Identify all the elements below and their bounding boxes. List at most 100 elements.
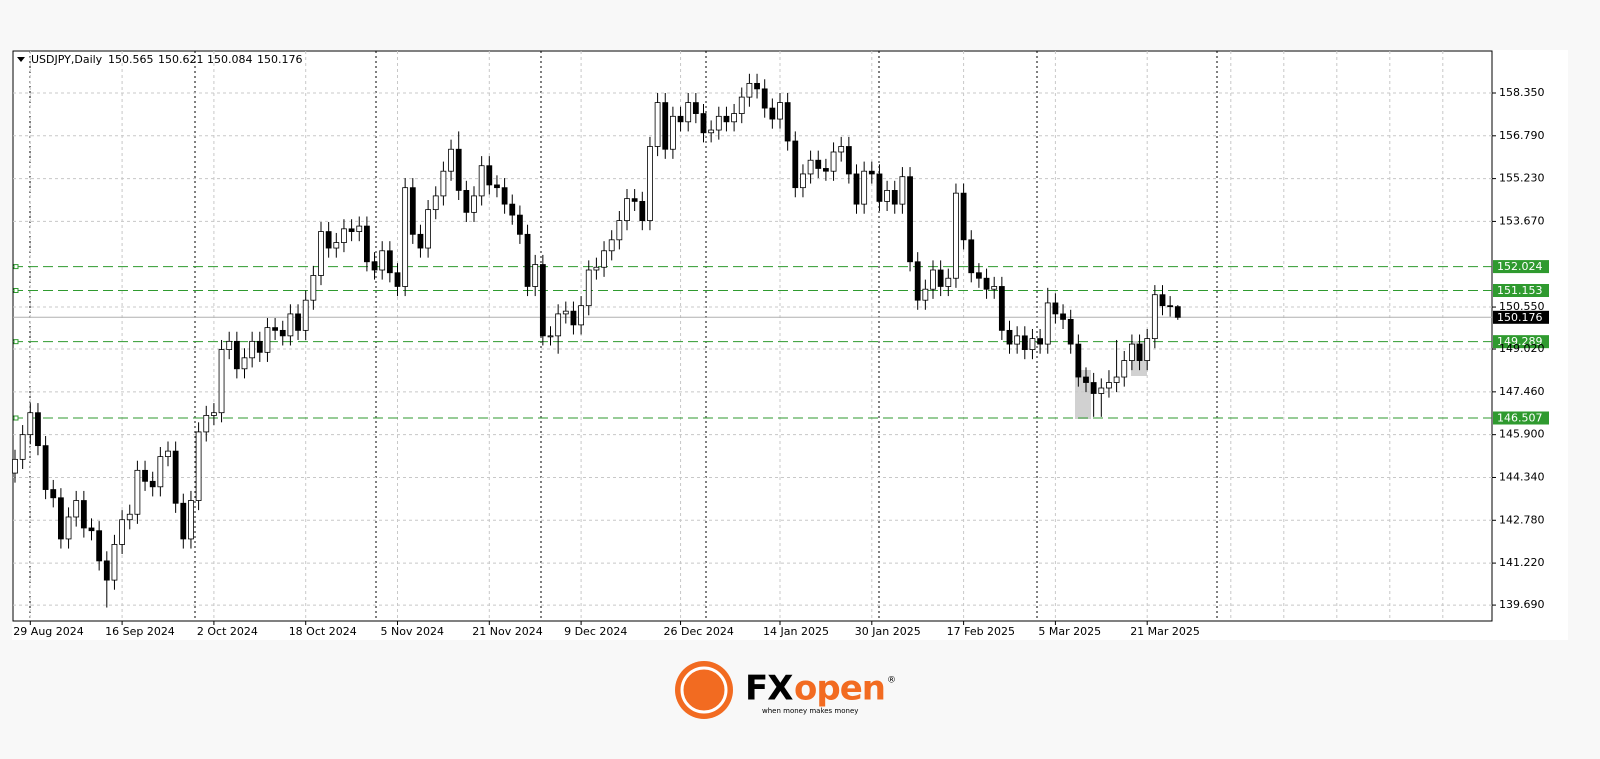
candle-body xyxy=(539,264,546,337)
candle-body xyxy=(1174,306,1181,318)
candle-body xyxy=(608,239,615,252)
level-label-box xyxy=(1493,411,1549,425)
candle-body xyxy=(891,190,898,205)
candle-body xyxy=(991,286,998,290)
x-tick-label: 21 Mar 2025 xyxy=(1130,625,1200,638)
candle-body xyxy=(907,176,913,263)
levels: 152.024 151.153 149.289 146.507 150.176 xyxy=(13,260,1549,425)
candle-body xyxy=(142,469,148,482)
candle-body xyxy=(440,170,447,197)
candle-body xyxy=(593,266,600,271)
level-anchor xyxy=(13,415,19,421)
candle-body xyxy=(585,269,592,307)
level-label: 146.507 xyxy=(1497,412,1543,425)
candle-body xyxy=(1098,387,1105,394)
candle-body xyxy=(922,288,929,301)
level-label: 152.024 xyxy=(1497,260,1543,273)
candle-body xyxy=(853,173,860,205)
candle-body xyxy=(226,340,233,350)
candle-body xyxy=(830,151,837,172)
candle-body xyxy=(1006,329,1013,345)
x-tick-label: 2 Oct 2024 xyxy=(197,625,258,638)
candle-body xyxy=(1121,360,1128,378)
y-tick-label: 156.790 xyxy=(1499,129,1545,142)
y-tick-label: 153.670 xyxy=(1499,214,1545,227)
candle-body xyxy=(692,102,699,114)
candle-body xyxy=(823,168,829,172)
header-open: 150.565 xyxy=(108,53,154,66)
candle-body xyxy=(1129,343,1135,361)
candle-body xyxy=(241,357,248,370)
candle-body xyxy=(50,489,57,499)
candle-body xyxy=(562,310,569,315)
x-tick-label: 16 Sep 2024 xyxy=(105,625,175,638)
candle-body xyxy=(624,198,630,222)
candle-body xyxy=(1106,382,1112,389)
y-tick-label: 145.900 xyxy=(1499,428,1545,441)
candle-body xyxy=(494,184,500,189)
candle-body xyxy=(134,469,141,515)
x-tick-label: 21 Nov 2024 xyxy=(472,625,542,638)
header-close: 150.176 xyxy=(257,53,303,66)
y-tick-label: 155.230 xyxy=(1499,172,1545,185)
candle-body xyxy=(1067,318,1074,345)
candle-body xyxy=(547,335,554,338)
candle-body xyxy=(792,140,799,189)
candle-body xyxy=(157,456,164,488)
candle-body xyxy=(279,329,286,337)
candle-body xyxy=(310,275,317,301)
candle-body xyxy=(1083,376,1089,383)
candle-body xyxy=(777,102,783,120)
logo-tagline: when money makes money xyxy=(762,707,858,715)
candle-body xyxy=(524,233,531,287)
y-tick-label: 149.020 xyxy=(1499,342,1545,355)
y-tick-label: 141.220 xyxy=(1499,556,1545,569)
candle-body xyxy=(295,313,301,331)
candle-body xyxy=(731,113,737,123)
candle-body xyxy=(685,102,692,123)
candle-body xyxy=(654,102,661,147)
candle-body xyxy=(432,195,439,211)
logo: FX open ® when money makes money xyxy=(675,661,896,719)
candle-body xyxy=(111,544,118,581)
candle-body xyxy=(1159,294,1166,307)
candle-body xyxy=(149,480,156,488)
price-label: 150.176 xyxy=(1497,311,1543,324)
candle-body xyxy=(348,228,355,232)
candle-body xyxy=(341,228,347,243)
candle-body xyxy=(256,340,263,353)
candle-body xyxy=(517,214,523,235)
candle-body xyxy=(570,310,577,326)
candle-body xyxy=(738,96,745,114)
chart-panel xyxy=(12,50,1568,640)
candle-body xyxy=(35,412,41,447)
menu-arrow[interactable] xyxy=(17,57,25,62)
candle-body xyxy=(601,250,607,268)
candle-body xyxy=(218,349,225,414)
candle-body xyxy=(708,129,715,134)
candle-body xyxy=(845,146,852,175)
candle-body xyxy=(448,148,454,172)
y-tick-label: 142.780 xyxy=(1499,513,1545,526)
y-tick-label: 147.460 xyxy=(1499,385,1545,398)
candle-body xyxy=(631,198,638,202)
candle-body xyxy=(233,340,240,370)
candle-body xyxy=(65,516,72,540)
candle-body xyxy=(953,192,959,279)
candle-body xyxy=(172,450,179,504)
candle-body xyxy=(478,165,485,197)
candle-body xyxy=(838,146,845,153)
plot-frame xyxy=(12,50,1493,622)
candle-body xyxy=(455,148,462,191)
header-high: 150.621 xyxy=(158,53,204,66)
candle-body xyxy=(723,115,730,123)
candle-body xyxy=(409,187,416,235)
candle-body xyxy=(884,190,890,202)
level-label: 149.289 xyxy=(1497,335,1543,348)
candle-body xyxy=(471,195,477,213)
level-anchor xyxy=(13,287,19,293)
candle-body xyxy=(356,225,363,232)
candle-body xyxy=(1167,305,1174,308)
candle-body xyxy=(80,500,87,529)
